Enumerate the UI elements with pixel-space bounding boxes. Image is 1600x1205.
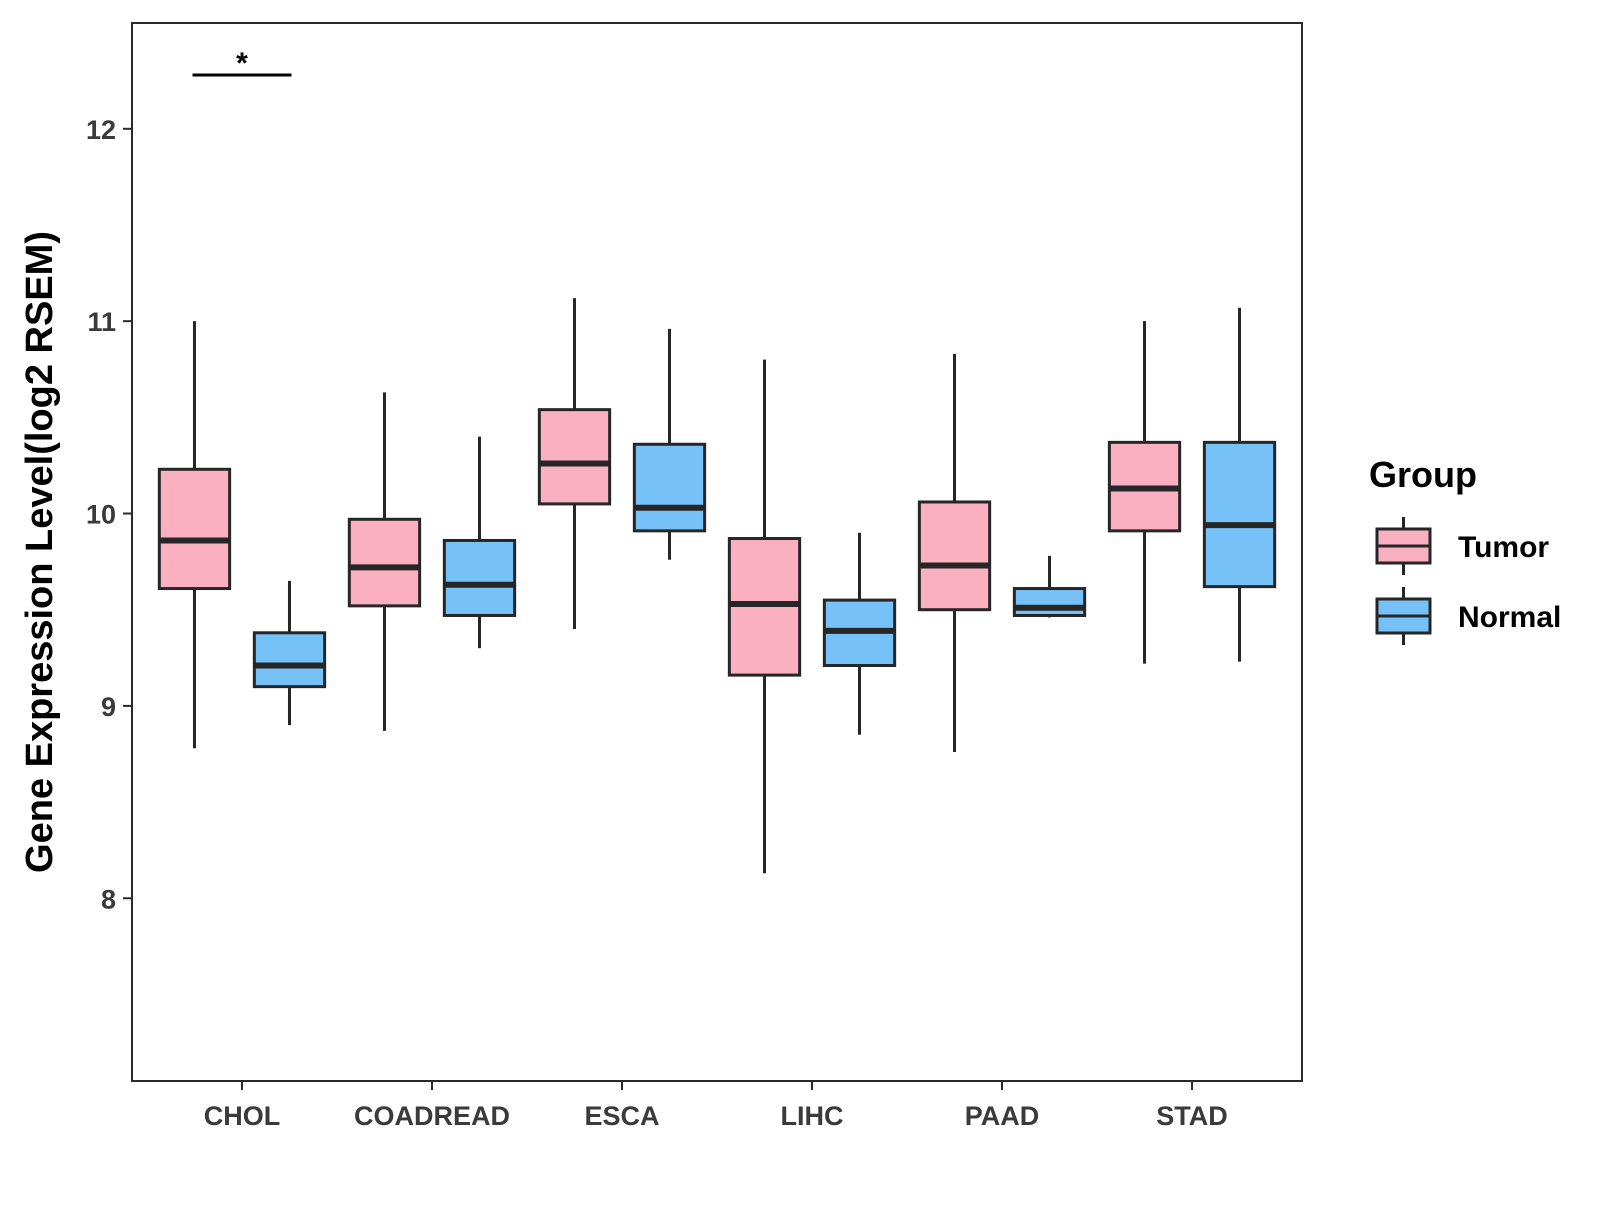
significance-label: *: [236, 47, 248, 80]
box-tumor-paad: [917, 353, 992, 753]
y-tick-label: 10: [86, 500, 116, 530]
legend-label: Tumor: [1458, 531, 1549, 564]
y-axis: 8 9 10 11 12: [86, 115, 132, 914]
box-normal-esca: [632, 328, 707, 560]
plot-panel-border: [131, 22, 1303, 1082]
box-tumor-lihc: [727, 359, 802, 874]
x-tick-label: CHOL: [204, 1101, 281, 1131]
box-tumor-stad: [1107, 321, 1182, 664]
x-axis: CHOL COADREAD ESCA LIHC PAAD STAD: [204, 1081, 1228, 1131]
y-tick-label: 8: [101, 884, 116, 914]
legend-item-tumor: Tumor: [1375, 517, 1549, 575]
x-tick-label: STAD: [1156, 1101, 1228, 1131]
legend: Group Tumor Normal: [1369, 454, 1561, 645]
box-normal-coadread: [442, 436, 517, 649]
iqr-box: [157, 467, 232, 591]
x-tick-label: LIHC: [781, 1101, 844, 1131]
legend-title: Group: [1369, 454, 1477, 495]
iqr-box: [537, 408, 612, 506]
x-tick-label: COADREAD: [354, 1101, 510, 1131]
iqr-box: [442, 538, 517, 617]
iqr-box: [1202, 440, 1277, 589]
box-normal-chol: [252, 580, 327, 726]
box-tumor-chol: [157, 321, 232, 749]
box-normal-lihc: [822, 532, 897, 735]
legend-label: Normal: [1458, 601, 1561, 634]
y-tick-label: 11: [87, 307, 116, 337]
legend-item-normal: Normal: [1375, 587, 1561, 645]
significance-annotations: *: [192, 47, 292, 80]
iqr-box: [917, 500, 992, 612]
x-tick-label: PAAD: [965, 1101, 1040, 1131]
x-tick-label: ESCA: [584, 1101, 659, 1131]
box-tumor-esca: [537, 298, 612, 629]
iqr-box: [1012, 587, 1087, 617]
y-tick-label: 12: [86, 115, 116, 145]
iqr-box: [632, 442, 707, 533]
y-tick-label: 9: [101, 692, 116, 722]
box-tumor-coadread: [347, 392, 422, 731]
iqr-box: [252, 631, 327, 689]
boxes-layer: [157, 298, 1277, 874]
box-normal-paad: [1012, 555, 1087, 618]
box-normal-stad: [1202, 307, 1277, 662]
y-axis-title: Gene Expression Level(log2 RSEM): [19, 231, 61, 873]
iqr-box: [347, 517, 422, 608]
